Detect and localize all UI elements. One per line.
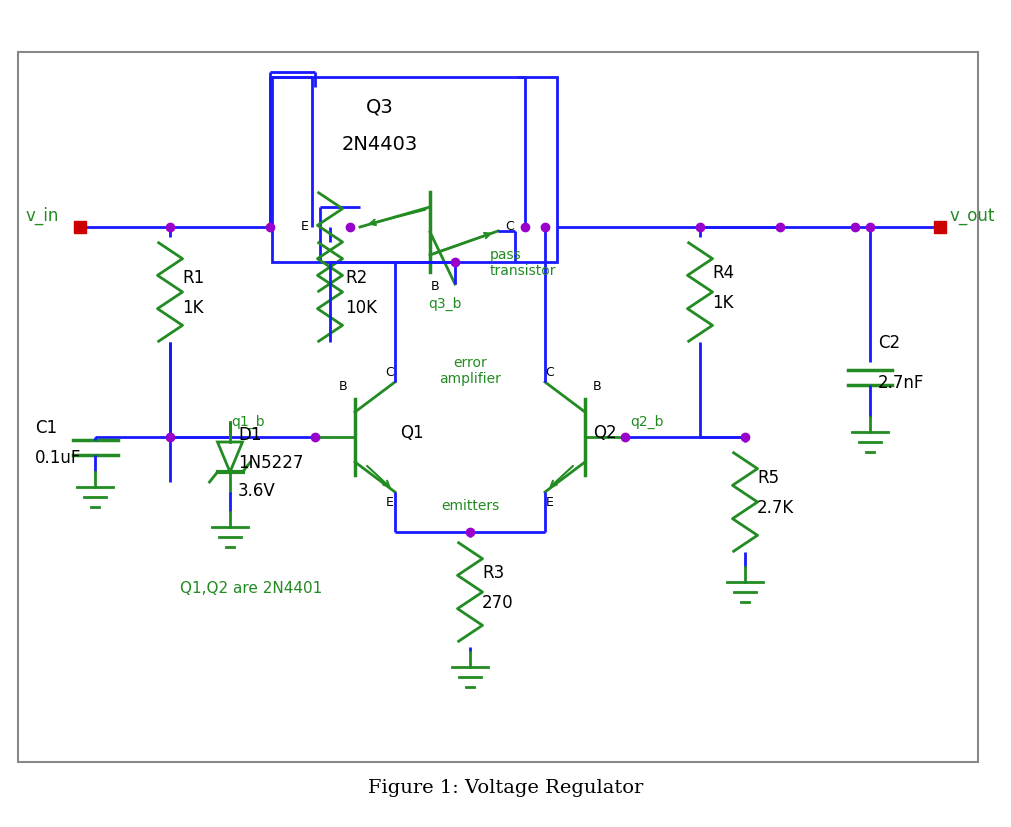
- Text: emitters: emitters: [441, 499, 498, 513]
- Text: D1: D1: [238, 425, 261, 443]
- Bar: [272, 78, 556, 263]
- Text: Q1,Q2 are 2N4401: Q1,Q2 are 2N4401: [180, 581, 321, 595]
- Text: E: E: [385, 495, 393, 509]
- Bar: [18, 53, 977, 762]
- Text: 2.7K: 2.7K: [756, 499, 794, 516]
- Text: C: C: [385, 366, 394, 379]
- Text: 1K: 1K: [712, 294, 733, 312]
- Text: 1K: 1K: [182, 299, 203, 317]
- Text: R5: R5: [756, 468, 778, 486]
- Text: q2_b: q2_b: [630, 414, 663, 428]
- Text: 270: 270: [481, 593, 514, 611]
- Text: q3_b: q3_b: [428, 297, 461, 311]
- Text: C: C: [506, 220, 514, 232]
- Text: 10K: 10K: [345, 299, 377, 317]
- Text: 0.1uF: 0.1uF: [35, 448, 81, 466]
- Text: B: B: [338, 380, 347, 393]
- Text: v_out: v_out: [949, 207, 995, 225]
- Text: C2: C2: [878, 333, 899, 351]
- Text: R4: R4: [712, 264, 733, 282]
- Text: v_in: v_in: [25, 207, 59, 225]
- Text: q1_b: q1_b: [232, 414, 265, 428]
- Text: 1N5227: 1N5227: [238, 453, 303, 471]
- Text: B: B: [592, 380, 601, 393]
- Text: 3.6V: 3.6V: [238, 481, 275, 500]
- Text: E: E: [546, 495, 553, 509]
- Text: R1: R1: [182, 269, 204, 287]
- Text: error
amplifier: error amplifier: [439, 356, 500, 385]
- Text: Q1: Q1: [399, 423, 424, 442]
- Text: Q2: Q2: [592, 423, 616, 442]
- Text: C1: C1: [35, 418, 57, 437]
- Text: R2: R2: [345, 269, 367, 287]
- Text: B: B: [431, 280, 439, 293]
- Text: Q3: Q3: [366, 98, 393, 117]
- Text: 2N4403: 2N4403: [342, 135, 418, 154]
- Text: E: E: [300, 220, 308, 232]
- Text: 2.7nF: 2.7nF: [878, 374, 923, 391]
- Text: pass
transistor: pass transistor: [489, 247, 556, 278]
- Text: C: C: [545, 366, 554, 379]
- Text: Figure 1: Voltage Regulator: Figure 1: Voltage Regulator: [368, 778, 643, 796]
- Text: R3: R3: [481, 563, 503, 581]
